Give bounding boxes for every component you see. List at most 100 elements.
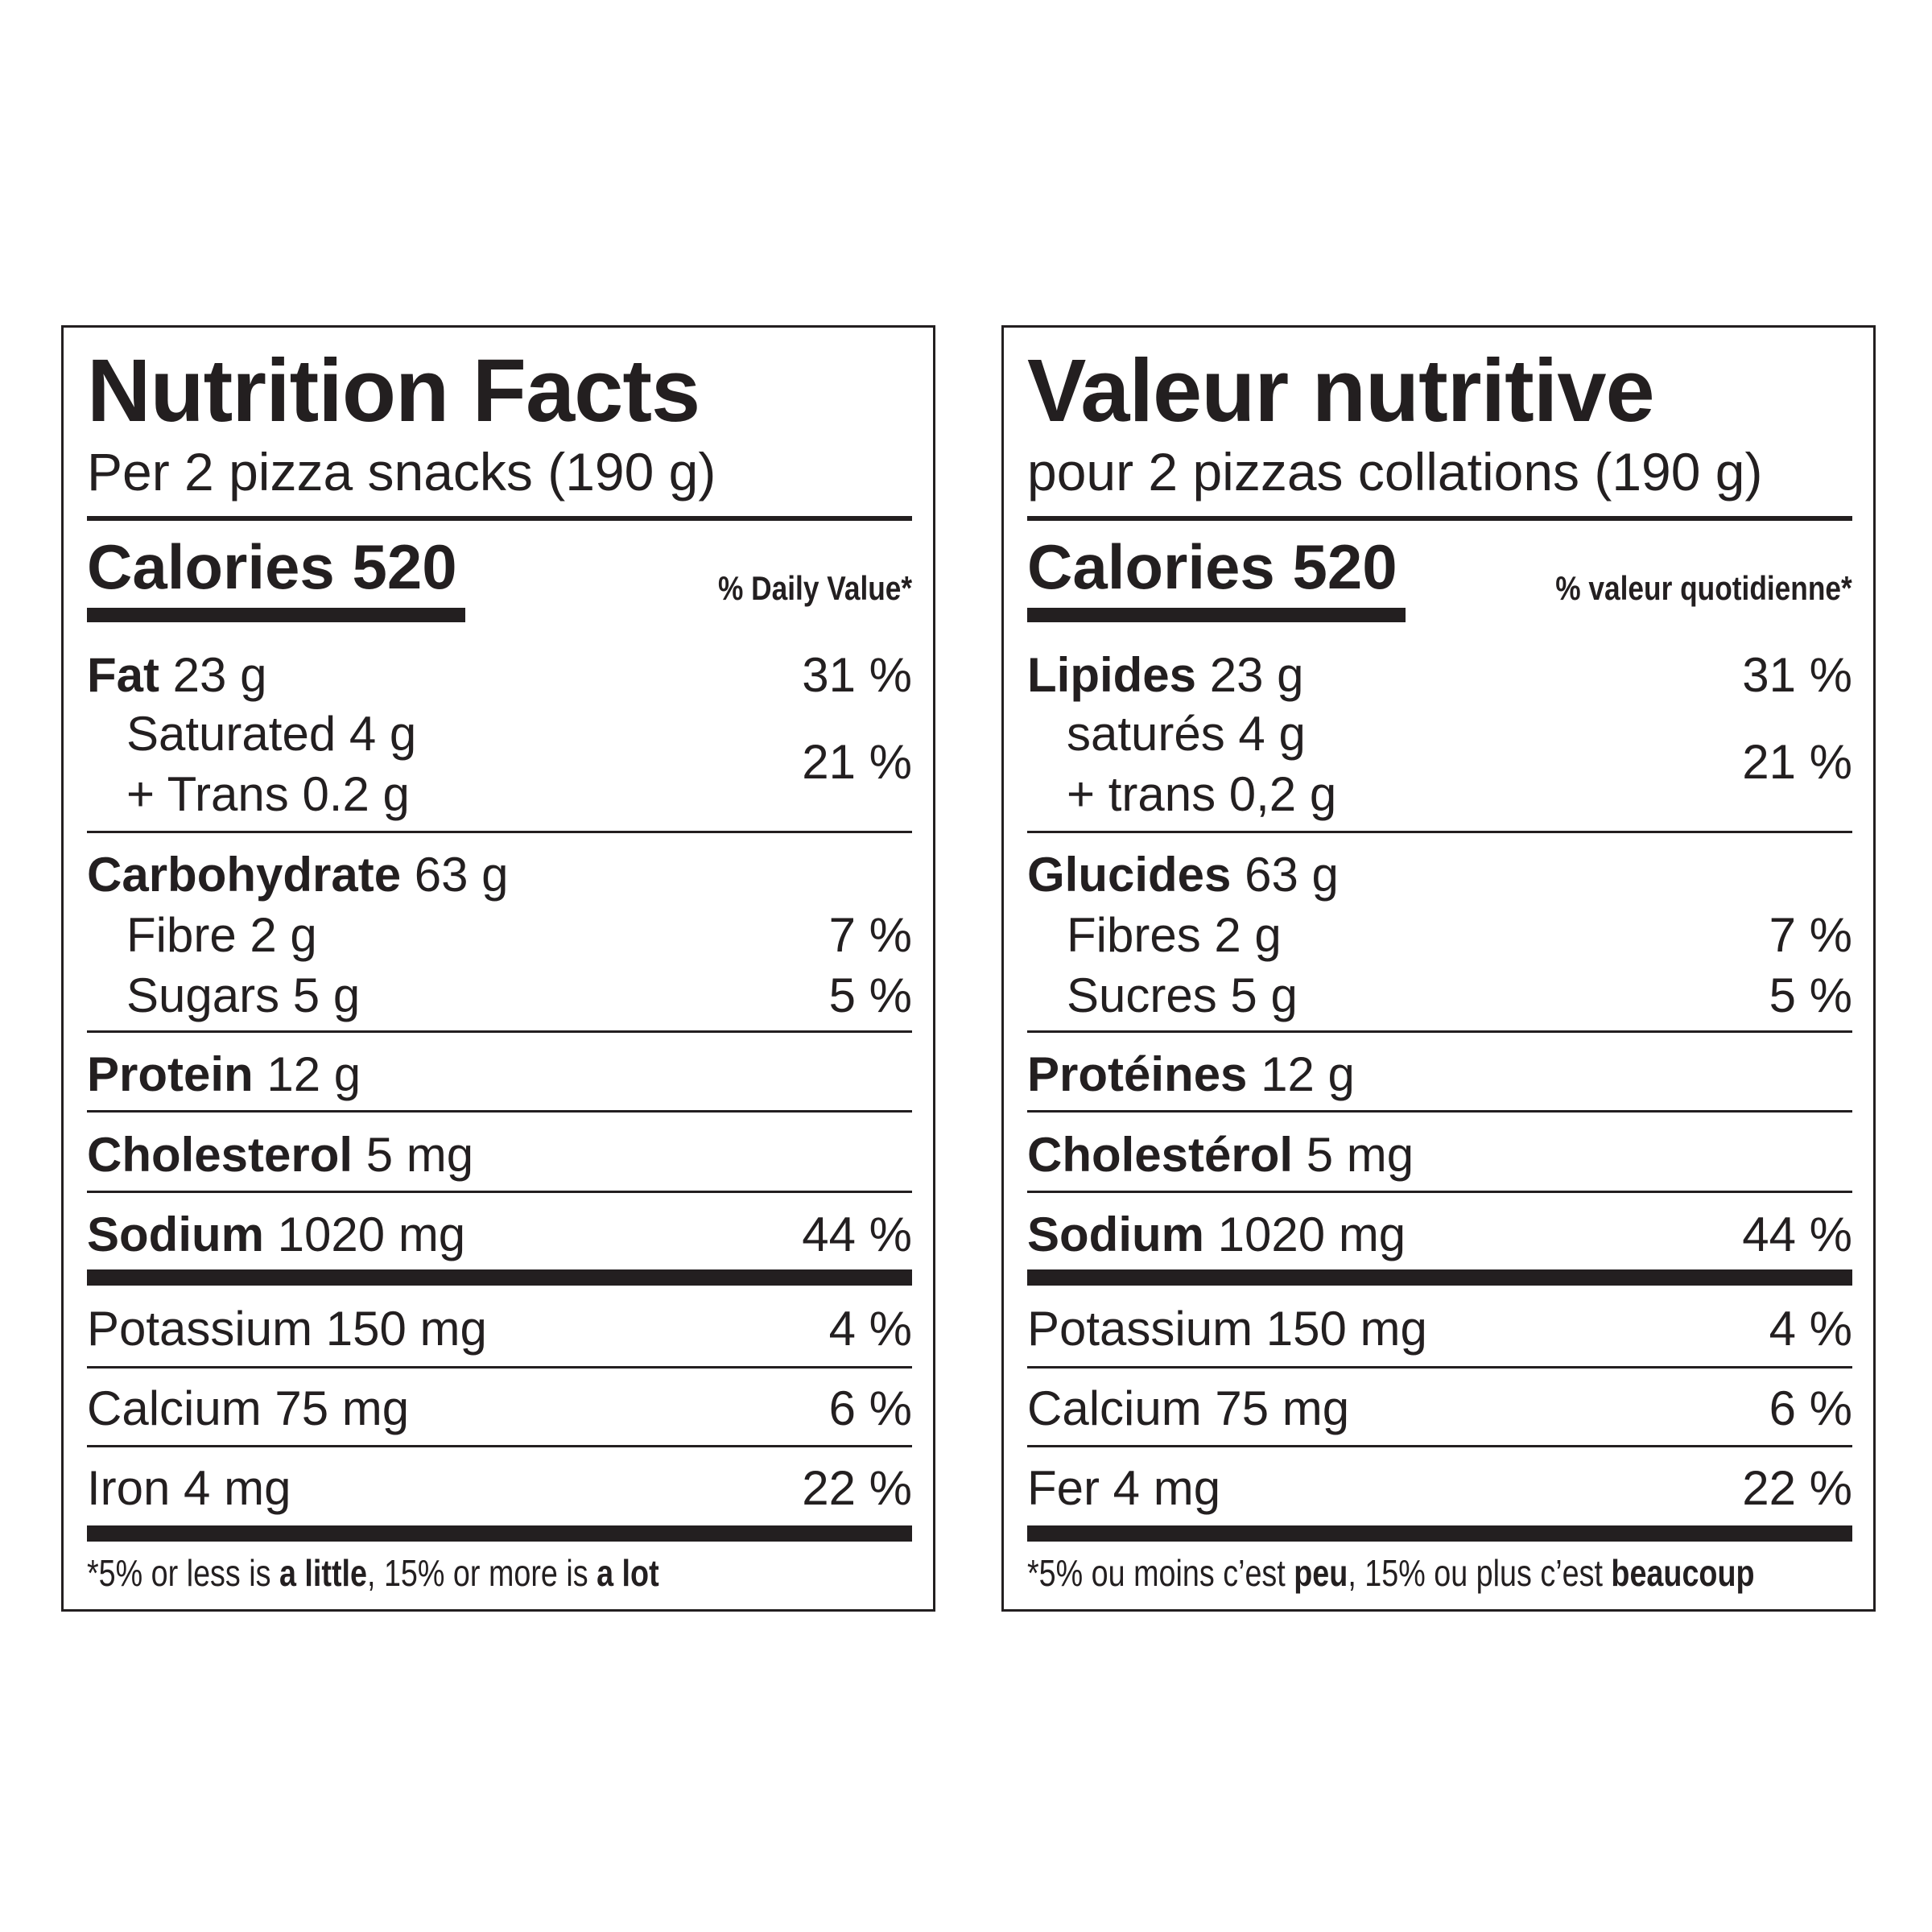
footnote-bold: a lot: [597, 1552, 659, 1594]
sodium-percent: 44 %: [802, 1208, 912, 1261]
divider: [87, 1110, 912, 1113]
sugars-percent: 5 %: [1769, 968, 1852, 1022]
carbohydrate-label: Carbohydrate: [87, 848, 402, 902]
trans-row: + Trans 0.2 g: [126, 767, 410, 821]
saturated-row: saturés 4 g: [1067, 707, 1306, 761]
cholesterol-label: Cholesterol: [87, 1128, 353, 1182]
sodium-row: Sodium 1020 mg: [1027, 1211, 1406, 1259]
carbohydrate-amount: 63 g: [1231, 848, 1339, 902]
sodium-amount: 1020 mg: [264, 1208, 466, 1261]
iron-percent: 22 %: [1742, 1461, 1852, 1515]
fibre-percent: 7 %: [828, 908, 912, 962]
carbohydrate-amount: 63 g: [401, 848, 509, 902]
protein-label: Protéines: [1027, 1047, 1248, 1101]
iron-row: Fer 4 mg: [1027, 1461, 1221, 1515]
calories-underline: [87, 608, 465, 622]
fat-label: Fat: [87, 648, 159, 702]
calcium-row: Calcium 75 mg: [87, 1381, 410, 1435]
daily-value-header: % valeur quotidienne*: [1555, 569, 1852, 607]
potassium-row: Potassium 150 mg: [1027, 1302, 1427, 1356]
thick-divider: [1027, 1525, 1852, 1542]
sodium-amount: 1020 mg: [1204, 1208, 1406, 1261]
protein-row: Protéines 12 g: [1027, 1051, 1355, 1099]
cholesterol-label: Cholestérol: [1027, 1128, 1294, 1182]
sugars-percent: 5 %: [828, 968, 912, 1022]
fat-percent: 31 %: [1742, 648, 1852, 702]
footnote-bold: beaucoup: [1611, 1552, 1755, 1594]
divider: [87, 1366, 912, 1368]
fibre-row: Fibre 2 g: [126, 908, 317, 962]
panel-title: Nutrition Facts: [87, 341, 700, 440]
footnote-bold: peu: [1294, 1552, 1348, 1594]
thick-divider: [87, 1525, 912, 1542]
fat-row: Lipides 23 g: [1027, 651, 1303, 700]
fibre-percent: 7 %: [1769, 908, 1852, 962]
potassium-row: Potassium 150 mg: [87, 1302, 487, 1356]
potassium-percent: 4 %: [828, 1302, 912, 1356]
footnote-text: , 15% or more is: [366, 1552, 597, 1594]
fat-row: Fat 23 g: [87, 651, 266, 700]
sugars-row: Sugars 5 g: [126, 968, 361, 1022]
iron-row: Iron 4 mg: [87, 1461, 291, 1515]
footnote-text: , 15% ou plus c’est: [1348, 1552, 1612, 1594]
carbohydrate-label: Glucides: [1027, 848, 1232, 902]
calories: Calories 520: [87, 531, 457, 602]
daily-value-header: % Daily Value*: [717, 569, 912, 607]
divider: [87, 1445, 912, 1447]
calcium-percent: 6 %: [1769, 1381, 1852, 1435]
thick-divider: [1027, 1269, 1852, 1286]
saturated-row: Saturated 4 g: [126, 707, 417, 761]
iron-percent: 22 %: [802, 1461, 912, 1515]
sodium-percent: 44 %: [1742, 1208, 1852, 1261]
calories: Calories 520: [1027, 531, 1397, 602]
potassium-percent: 4 %: [1769, 1302, 1852, 1356]
carbohydrate-row: Carbohydrate 63 g: [87, 851, 509, 899]
divider: [87, 831, 912, 833]
divider: [87, 516, 912, 521]
protein-amount: 12 g: [1247, 1047, 1355, 1101]
nutrition-facts-panel-fr: Valeur nutritive pour 2 pizzas collation…: [1001, 325, 1876, 1612]
serving-size: Per 2 pizza snacks (190 g): [87, 442, 716, 502]
divider: [1027, 1110, 1852, 1113]
sugars-row: Sucres 5 g: [1067, 968, 1298, 1022]
fibre-row: Fibres 2 g: [1067, 908, 1282, 962]
cholesterol-row: Cholesterol 5 mg: [87, 1131, 473, 1179]
divider: [87, 1191, 912, 1193]
divider: [1027, 1445, 1852, 1447]
saturated-trans-percent: 21 %: [802, 735, 912, 789]
footnote-bold: a little: [279, 1552, 367, 1594]
panel-title: Valeur nutritive: [1027, 341, 1655, 440]
cholesterol-amount: 5 mg: [1293, 1128, 1414, 1182]
trans-row: + trans 0,2 g: [1067, 767, 1337, 821]
serving-size: pour 2 pizzas collations (190 g): [1027, 442, 1763, 502]
carbohydrate-row: Glucides 63 g: [1027, 851, 1339, 899]
sodium-label: Sodium: [1027, 1208, 1204, 1261]
saturated-trans-percent: 21 %: [1742, 735, 1852, 789]
cholesterol-amount: 5 mg: [353, 1128, 474, 1182]
divider: [1027, 1191, 1852, 1193]
protein-amount: 12 g: [253, 1047, 361, 1101]
divider: [1027, 831, 1852, 833]
footnote: *5% ou moins c’est peu, 15% ou plus c’es…: [1027, 1554, 1755, 1591]
footnote-text: *5% or less is: [87, 1552, 279, 1594]
sodium-row: Sodium 1020 mg: [87, 1211, 465, 1259]
cholesterol-row: Cholestérol 5 mg: [1027, 1131, 1414, 1179]
calories-underline: [1027, 608, 1406, 622]
calcium-percent: 6 %: [828, 1381, 912, 1435]
nutrition-facts-panel-en: Nutrition Facts Per 2 pizza snacks (190 …: [61, 325, 935, 1612]
calcium-row: Calcium 75 mg: [1027, 1381, 1350, 1435]
divider: [1027, 1366, 1852, 1368]
thick-divider: [87, 1269, 912, 1286]
footnote-text: *5% ou moins c’est: [1027, 1552, 1294, 1594]
divider: [1027, 1030, 1852, 1033]
protein-row: Protein 12 g: [87, 1051, 361, 1099]
sodium-label: Sodium: [87, 1208, 264, 1261]
fat-label: Lipides: [1027, 648, 1197, 702]
fat-percent: 31 %: [802, 648, 912, 702]
protein-label: Protein: [87, 1047, 254, 1101]
fat-amount: 23 g: [1196, 648, 1304, 702]
fat-amount: 23 g: [159, 648, 267, 702]
divider: [87, 1030, 912, 1033]
footnote: *5% or less is a little, 15% or more is …: [87, 1554, 659, 1591]
divider: [1027, 516, 1852, 521]
